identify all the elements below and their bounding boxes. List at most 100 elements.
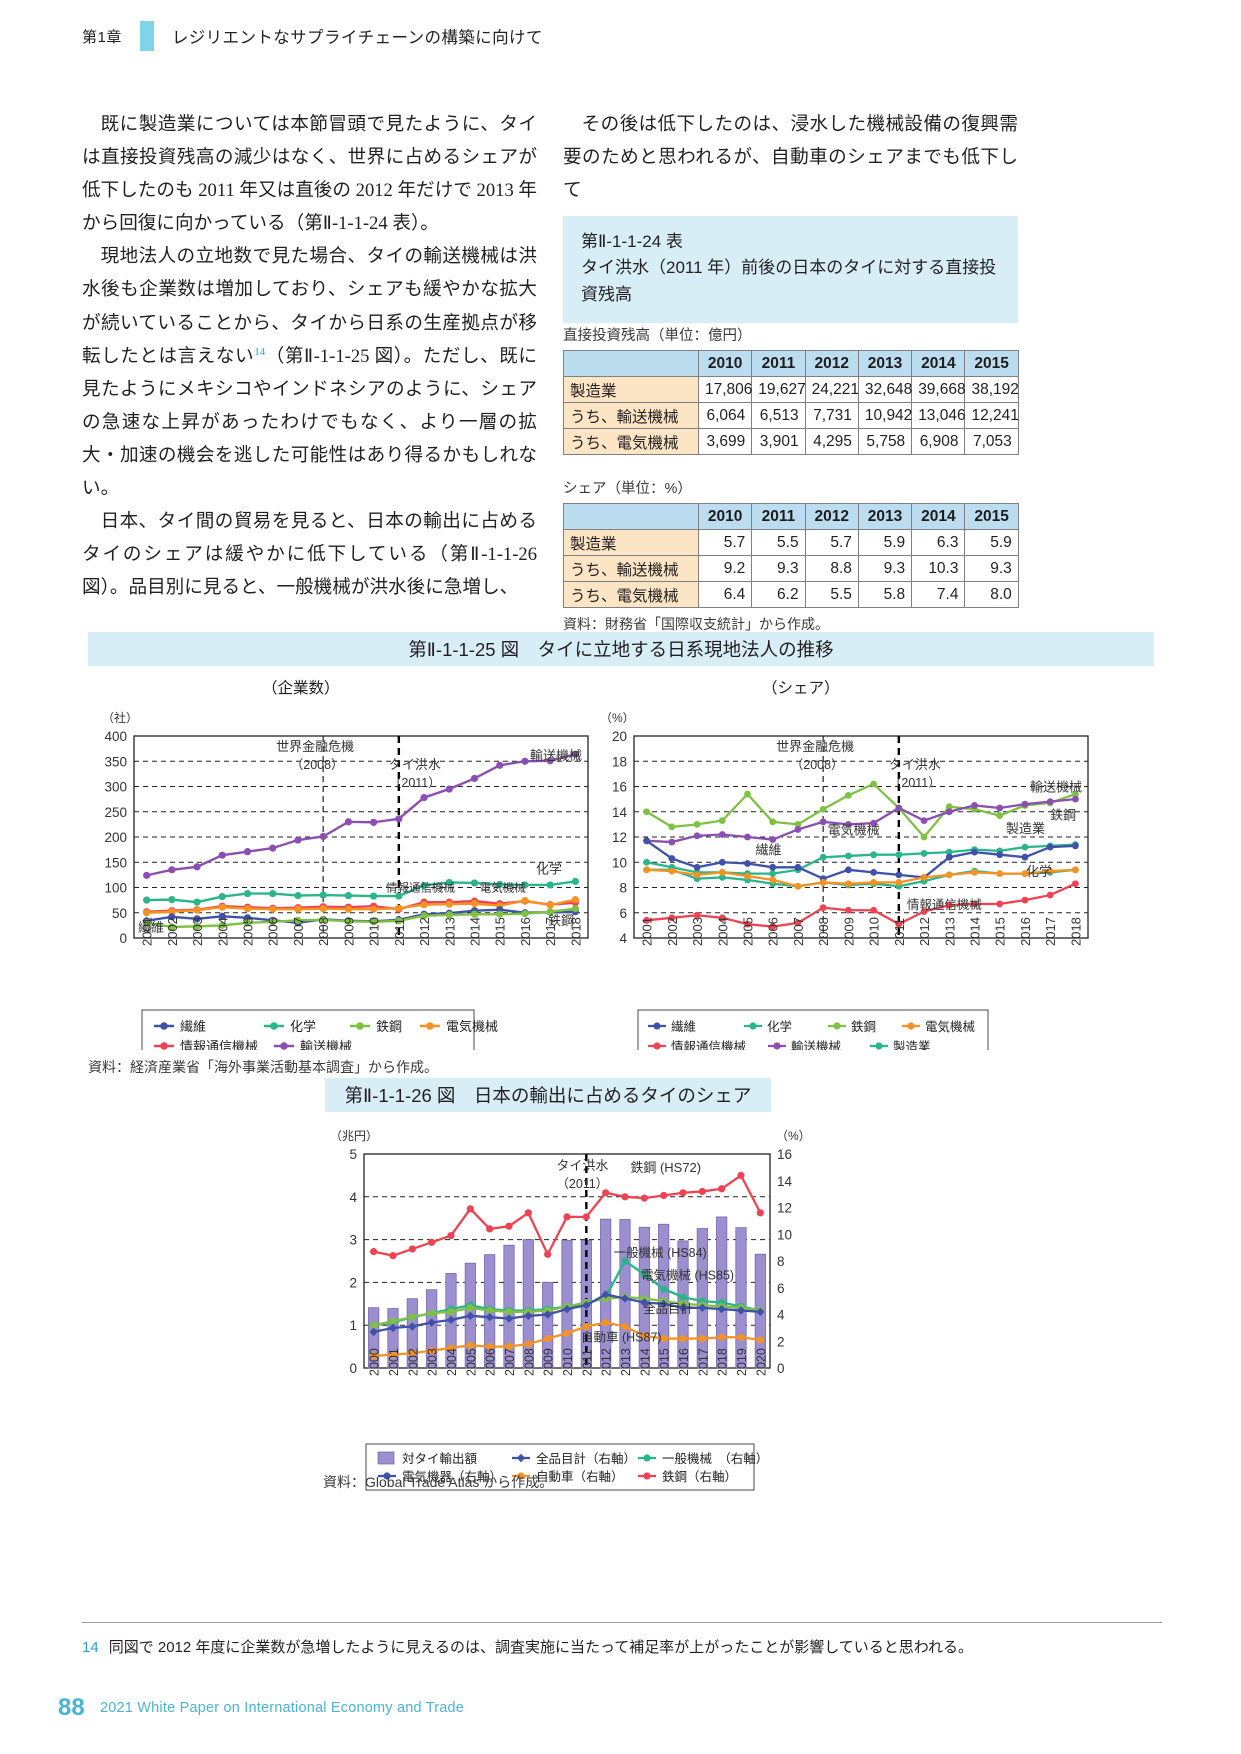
svg-text:2006: 2006 bbox=[484, 1348, 498, 1376]
svg-text:一般機械 (HS84): 一般機械 (HS84) bbox=[614, 1245, 707, 1260]
row-label: うち、輸送機械 bbox=[563, 402, 699, 429]
footnote-text: 同図で 2012 年度に企業数が急増したように見えるのは、調査実施に当たって補足… bbox=[108, 1639, 973, 1656]
cell: 7,731 bbox=[804, 402, 859, 429]
table24-caption-line2: タイ洪水（2011 年）前後の日本のタイに対する直接投 bbox=[581, 258, 997, 278]
svg-text:18: 18 bbox=[612, 754, 627, 769]
svg-text:2018: 2018 bbox=[1068, 917, 1083, 946]
svg-text:0: 0 bbox=[777, 1361, 785, 1376]
footer-title: 2021 White Paper on International Econom… bbox=[100, 1700, 465, 1716]
svg-text:200: 200 bbox=[104, 830, 127, 845]
svg-text:繊維: 繊維 bbox=[138, 920, 164, 935]
svg-text:2014: 2014 bbox=[968, 917, 983, 946]
cell: 8.8 bbox=[804, 555, 859, 582]
svg-text:化学: 化学 bbox=[536, 861, 562, 876]
row-label: うち、輸送機械 bbox=[563, 555, 699, 582]
cell: 6.2 bbox=[751, 581, 806, 608]
footnote: 14 同図で 2012 年度に企業数が急増したように見えるのは、調査実施に当たって… bbox=[82, 1636, 1162, 1657]
svg-text:1: 1 bbox=[349, 1318, 357, 1333]
cell: 9.2 bbox=[697, 555, 753, 582]
svg-text:輸送機械: 輸送機械 bbox=[300, 1039, 352, 1050]
table-row: 製造業 17,806 19,627 24,221 32,648 39,668 3… bbox=[563, 376, 1019, 403]
svg-text:鉄鋼: 鉄鋼 bbox=[851, 1019, 876, 1034]
cell: 5.9 bbox=[857, 529, 913, 556]
svg-text:電気機械: 電気機械 bbox=[828, 822, 880, 837]
table-col-2014: 2014 bbox=[911, 503, 966, 530]
svg-text:鉄鋼 (HS72): 鉄鋼 (HS72) bbox=[630, 1160, 701, 1175]
svg-text:350: 350 bbox=[104, 754, 127, 769]
svg-text:2010: 2010 bbox=[867, 917, 882, 946]
svg-text:タイ洪水: タイ洪水 bbox=[556, 1158, 608, 1173]
svg-text:2017: 2017 bbox=[543, 917, 558, 946]
svg-text:全品目計（右軸）: 全品目計（右軸） bbox=[536, 1451, 636, 1466]
fig25-source: 資料：経済産業省「海外事業活動基本調査」から作成。 bbox=[88, 1059, 438, 1075]
y-axis-unit: （社） bbox=[102, 710, 138, 725]
svg-text:2006: 2006 bbox=[766, 917, 781, 946]
svg-text:（%）: （%） bbox=[776, 1129, 811, 1143]
svg-text:電気機械 (HS85): 電気機械 (HS85) bbox=[641, 1268, 734, 1283]
svg-text:8: 8 bbox=[777, 1254, 785, 1269]
svg-text:2020: 2020 bbox=[754, 1348, 768, 1376]
svg-text:（%）: （%） bbox=[600, 711, 635, 725]
cell: 5.7 bbox=[697, 529, 753, 556]
svg-text:2017: 2017 bbox=[696, 1348, 710, 1376]
svg-text:製造業: 製造業 bbox=[1006, 821, 1045, 836]
fig26-source: 資料：Global Trade Atlas から作成。 bbox=[323, 1474, 554, 1490]
svg-text:2011: 2011 bbox=[580, 1349, 594, 1376]
svg-text:2002: 2002 bbox=[165, 917, 180, 946]
svg-text:2016: 2016 bbox=[1018, 917, 1033, 946]
footnote-number: 14 bbox=[82, 1639, 99, 1656]
running-head: 第1章 レジリエントなサプライチェーンの構築に向けて bbox=[82, 20, 543, 52]
svg-text:50: 50 bbox=[112, 906, 127, 921]
svg-text:2005: 2005 bbox=[464, 1348, 478, 1376]
svg-text:14: 14 bbox=[777, 1174, 793, 1189]
body-column-left: 既に製造業については本節冒頭で見たように、タイは直接投資残高の減少はなく、世界に… bbox=[82, 108, 537, 604]
svg-text:（2011）: （2011） bbox=[556, 1177, 608, 1191]
svg-text:2000: 2000 bbox=[368, 1348, 382, 1376]
svg-text:10: 10 bbox=[612, 855, 627, 870]
svg-text:輸送機械: 輸送機械 bbox=[530, 748, 582, 763]
page-number: 88 bbox=[58, 1694, 85, 1721]
footer-rule bbox=[82, 1622, 1162, 1623]
cell: 5.5 bbox=[804, 581, 859, 608]
cell: 12,241 bbox=[964, 402, 1019, 429]
table-col-2013: 2013 bbox=[857, 350, 913, 377]
fig25-share-chart: （%） 4 6 8 10 12 14 16 18 20 世界金融危機 （2008） タイ洪水 （2011）… bbox=[600, 711, 1089, 1050]
table-row: 製造業 5.7 5.5 5.7 5.9 6.3 5.9 bbox=[563, 529, 1019, 556]
table24-caption-line1: 第Ⅱ-1-1-24 表 bbox=[581, 232, 683, 251]
svg-text:2018: 2018 bbox=[568, 917, 583, 946]
fig25-left-subtitle: （企業数） bbox=[262, 680, 340, 697]
cell: 39,668 bbox=[911, 376, 966, 403]
svg-text:2014: 2014 bbox=[638, 1348, 652, 1376]
svg-text:2011: 2011 bbox=[892, 918, 907, 946]
svg-text:2016: 2016 bbox=[677, 1348, 691, 1376]
svg-text:400: 400 bbox=[104, 729, 127, 744]
svg-text:（2011）: （2011） bbox=[389, 776, 441, 790]
svg-text:（2011）: （2011） bbox=[889, 776, 941, 790]
cell: 4,295 bbox=[804, 428, 859, 455]
cell: 6.3 bbox=[911, 529, 966, 556]
fig26-caption-bar: 第Ⅱ-1-1-26 図 日本の輸出に占めるタイのシェア bbox=[325, 1078, 771, 1112]
footnote-marker: 14 bbox=[254, 345, 266, 358]
svg-text:150: 150 bbox=[104, 855, 127, 870]
svg-text:14: 14 bbox=[612, 805, 628, 820]
cell: 10,942 bbox=[857, 402, 912, 429]
table24-caption: 第Ⅱ-1-1-24 表 タイ洪水（2011 年）前後の日本のタイに対する直接投 … bbox=[563, 216, 1018, 324]
svg-text:輸送機械: 輸送機械 bbox=[1030, 780, 1082, 795]
row-label: 製造業 bbox=[563, 376, 699, 403]
table1-unit-label: 直接投資残高（単位：億円） bbox=[563, 328, 752, 344]
svg-text:電気機器（右軸）: 電気機器（右軸） bbox=[402, 1469, 502, 1484]
svg-text:4: 4 bbox=[349, 1190, 357, 1205]
svg-text:自動車（右軸）: 自動車（右軸） bbox=[536, 1469, 624, 1484]
svg-text:4: 4 bbox=[619, 931, 627, 946]
svg-text:12: 12 bbox=[612, 830, 627, 845]
paragraph: その後は低下したのは、浸水した機械設備の復興需要のためと思われるが、自動車のシェ… bbox=[563, 114, 1018, 202]
svg-text:タイ洪水: タイ洪水 bbox=[889, 757, 941, 772]
table-row: うち、電気機械 6.4 6.2 5.5 5.8 7.4 8.0 bbox=[563, 581, 1019, 608]
svg-text:300: 300 bbox=[104, 780, 127, 795]
paragraph: 現地法人の立地数で見た場合、タイの輸送機械は洪水後も企業数は増加しており、シェア… bbox=[82, 240, 537, 505]
cell: 7.4 bbox=[911, 581, 966, 608]
chapter-label: 第1章 bbox=[82, 28, 122, 46]
svg-text:2005: 2005 bbox=[741, 917, 756, 946]
fig25-right-subtitle: （シェア） bbox=[762, 680, 840, 697]
